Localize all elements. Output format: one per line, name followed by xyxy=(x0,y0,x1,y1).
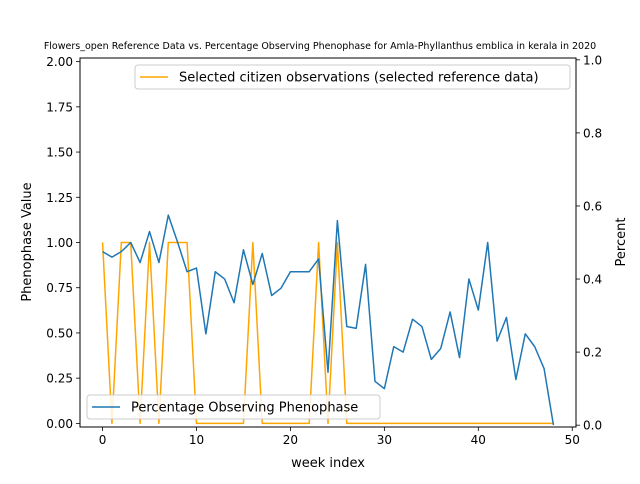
x-axis: 0 10 20 30 40 50 xyxy=(99,427,580,447)
series-line-1 xyxy=(103,215,554,425)
legend-label-reference: Selected citizen observations (selected … xyxy=(179,71,539,86)
y-left-tick-label: 1.50 xyxy=(46,146,73,160)
y-axis-left-label: Phenophase Value xyxy=(20,182,35,301)
y-left-tick-label: 0.00 xyxy=(46,417,73,431)
x-tick-label: 30 xyxy=(377,433,392,447)
y-left-tick-label: 1.00 xyxy=(46,236,73,250)
y-right-tick-label: 0.4 xyxy=(583,273,602,287)
y-right-tick-label: 0.8 xyxy=(583,126,602,140)
y-axis-right-label: Percent xyxy=(614,218,629,267)
x-tick-label: 20 xyxy=(283,433,298,447)
y-right-tick-label: 0.6 xyxy=(583,199,602,213)
legend-top-right: Selected citizen observations (selected … xyxy=(135,65,570,89)
y-right-tick-label: 1.0 xyxy=(583,53,602,67)
y-left-tick-label: 0.50 xyxy=(46,326,73,340)
y-axis-left: 0.00 0.25 0.50 0.75 1.00 1.25 1.50 1.75 2.00 xyxy=(46,55,80,431)
x-tick-label: 10 xyxy=(189,433,204,447)
y-left-tick-label: 1.25 xyxy=(46,191,73,205)
x-tick-label: 40 xyxy=(471,433,486,447)
chart-title: Flowers_open Reference Data vs. Percenta… xyxy=(44,41,596,52)
x-tick-label: 50 xyxy=(565,433,580,447)
y-left-tick-label: 1.75 xyxy=(46,100,73,114)
x-tick-label: 0 xyxy=(99,433,107,447)
y-right-tick-label: 0.0 xyxy=(583,419,602,433)
legend-bottom-left: Percentage Observing Phenophase xyxy=(87,395,380,419)
series-lines xyxy=(102,215,553,425)
y-axis-right: 0.0 0.2 0.4 0.6 0.8 1.0 xyxy=(576,53,602,432)
y-left-tick-label: 0.75 xyxy=(46,281,73,295)
y-right-tick-label: 0.2 xyxy=(583,346,602,360)
y-left-tick-label: 0.25 xyxy=(46,372,73,386)
y-left-tick-label: 2.00 xyxy=(46,55,73,69)
legend-label-percentage: Percentage Observing Phenophase xyxy=(131,401,358,416)
x-axis-label: week index xyxy=(291,456,365,471)
